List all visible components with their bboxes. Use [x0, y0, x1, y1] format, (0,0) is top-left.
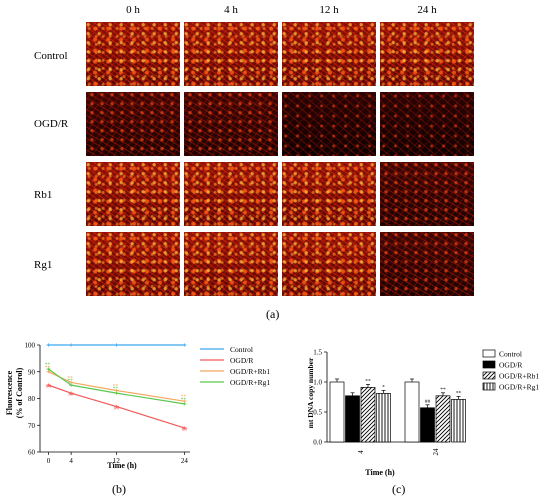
- bar-chart-legend-swatch: [482, 360, 496, 369]
- micrograph-ogdr-12h: [282, 92, 376, 156]
- micrograph-control-4h: [184, 22, 278, 86]
- line-chart-x-label: Time (h): [107, 461, 137, 470]
- line-chart-legend-label: OGD/R: [230, 356, 253, 365]
- micrograph-rg1-12h: [282, 232, 376, 296]
- bar-significance-label: **: [365, 378, 371, 384]
- line-chart-series-3: [48, 368, 185, 405]
- micrograph-rb1-0h: [86, 162, 180, 226]
- header-12h: 12 h: [319, 4, 339, 16]
- line-chart-series-1: [48, 384, 185, 429]
- bar-chart-legend-label: OGD/R: [499, 361, 522, 370]
- line-chart-significance-label: **: [181, 397, 187, 403]
- bar-4-0: [329, 381, 345, 443]
- bar-chart-legend-label: OGD/R+Rg1: [499, 383, 539, 392]
- line-chart-legend-label: Control: [230, 345, 253, 354]
- row-label-control: Control: [34, 50, 68, 62]
- bar-24-2: [435, 395, 451, 443]
- micrograph-ogdr-0h: [86, 92, 180, 156]
- bar-4-1: [345, 395, 360, 443]
- bar-4-2: [360, 387, 376, 443]
- line-chart-significance-label: ##: [68, 392, 74, 398]
- row-label-rb1: Rb1: [34, 189, 53, 201]
- header-4h: 4 h: [224, 4, 238, 16]
- line-chart-significance-label: ##: [182, 427, 188, 433]
- micrograph-control-24h: [380, 22, 474, 86]
- micrograph-control-0h: [86, 22, 180, 86]
- line-chart-x-tick-label: 0: [47, 457, 51, 465]
- line-chart-x-tick-label: 24: [181, 457, 189, 465]
- bar-chart-legend-swatch: [482, 371, 496, 380]
- bar-4-3: [376, 393, 391, 443]
- header-24h: 24 h: [417, 4, 437, 16]
- line-chart-significance-label: ##: [46, 384, 52, 390]
- bar-significance-label: *: [382, 384, 385, 390]
- micrograph-rb1-24h: [380, 162, 474, 226]
- bar-chart-y-tick-label: 0.0: [313, 439, 322, 447]
- line-chart-y-tick-label: 100: [25, 342, 36, 350]
- bar-chart: 0.00.51.01.5 ***4##****24 ControlOGD/ROG…: [306, 349, 539, 478]
- line-chart-significance-label: **: [67, 378, 73, 384]
- line-chart-legend: Control OGD/R OGD/R+Rb1 OGD/R+Rg1: [200, 345, 270, 387]
- bar-chart-y-tick-label: 1.0: [313, 379, 322, 387]
- micrograph-ogdr-4h: [184, 92, 278, 156]
- line-chart-significance-label: **: [113, 386, 119, 392]
- bar-chart-x-label: Time (h): [365, 468, 395, 477]
- micrograph-rg1-24h: [380, 232, 474, 296]
- line-chart-legend-label: OGD/R+Rb1: [230, 367, 270, 376]
- line-chart-y-tick-label: 60: [28, 449, 36, 457]
- bar-chart-x-tick-label: 24: [432, 448, 440, 456]
- bar-significance-label: **: [456, 390, 462, 396]
- bar-chart-legend-label: Control: [499, 350, 522, 359]
- caption-c: (c): [392, 482, 406, 496]
- line-chart-significance-label: **: [45, 362, 51, 368]
- line-chart-series: ########****************: [45, 343, 188, 433]
- caption-a: (a): [266, 307, 280, 321]
- caption-b: (b): [112, 482, 126, 496]
- micrograph-rg1-4h: [184, 232, 278, 296]
- line-chart-legend-label: OGD/R+Rg1: [230, 378, 270, 387]
- row-label-ogdr: OGD/R: [34, 118, 69, 130]
- line-chart-axes: 60 70 80 90 100 0 4 12 24: [25, 342, 190, 465]
- bar-chart-legend-label: OGD/R+Rb1: [499, 372, 539, 381]
- line-chart-y-tick-label: 90: [28, 368, 36, 376]
- line-chart-significance-label: **: [113, 383, 119, 389]
- bar-chart-legend-swatch: [482, 349, 496, 358]
- micrograph-control-12h: [282, 22, 376, 86]
- line-chart-y-tick-label: 80: [28, 395, 36, 403]
- line-chart-significance-label: **: [45, 365, 51, 371]
- micrograph-rb1-4h: [184, 162, 278, 226]
- bar-chart-x-tick-label: 4: [357, 450, 365, 454]
- line-chart-y-label-2: (% of Control): [15, 367, 24, 418]
- line-chart-y-label-1: Fluorescence: [5, 370, 14, 415]
- bar-significance-label: **: [440, 387, 446, 393]
- line-chart-x-tick-label: 4: [69, 457, 73, 465]
- bar-significance-label: ##: [425, 399, 431, 405]
- line-chart-y-tick-label: 70: [28, 422, 36, 430]
- line-chart-significance-label: ##: [114, 406, 120, 412]
- bar-chart-y-tick-label: 0.5: [313, 409, 322, 417]
- bar-24-0: [404, 381, 420, 443]
- bar-chart-bars: ***4##****24: [329, 378, 466, 456]
- micrograph-ogdr-24h: [380, 92, 474, 156]
- bar-24-3: [451, 399, 466, 443]
- line-chart-significance-label: **: [67, 375, 73, 381]
- bar-chart-legend: Control OGD/R OGD/R+Rb1 OGD/R+Rg1: [482, 349, 539, 392]
- bar-chart-y-label: mt DNA copy number: [306, 357, 315, 428]
- bar-24-1: [420, 407, 435, 443]
- bar-chart-y-tick-label: 1.5: [313, 349, 322, 357]
- micrograph-rb1-12h: [282, 162, 376, 226]
- header-0h: 0 h: [126, 4, 140, 16]
- micrograph-rg1-0h: [86, 232, 180, 296]
- bar-chart-legend-swatch: [482, 382, 496, 391]
- line-chart-x-tick-label: 12: [113, 457, 121, 465]
- line-chart-significance-label: **: [181, 394, 187, 400]
- row-label-rg1: Rg1: [34, 259, 53, 271]
